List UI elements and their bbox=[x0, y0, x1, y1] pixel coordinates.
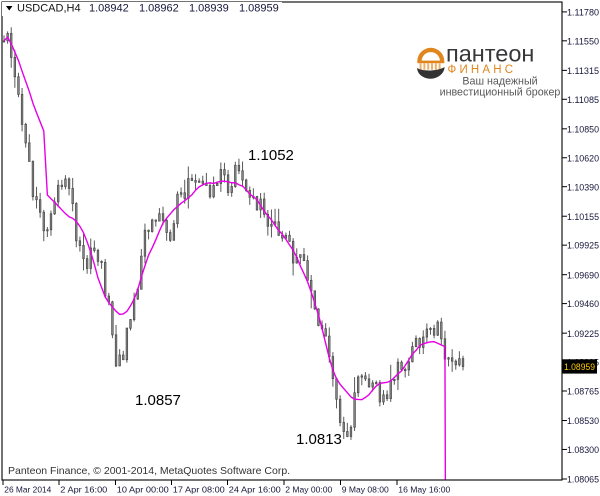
svg-text:1.08962: 1.08962 bbox=[139, 3, 179, 15]
svg-text:1.1052: 1.1052 bbox=[248, 147, 294, 164]
svg-text:1.11085: 1.11085 bbox=[567, 95, 599, 105]
svg-text:26 Mar 2014: 26 Mar 2014 bbox=[4, 485, 51, 495]
svg-text:24 Apr 16:00: 24 Apr 16:00 bbox=[229, 485, 281, 495]
svg-text:2 Apr 16:00: 2 Apr 16:00 bbox=[60, 485, 107, 495]
svg-text:1.08765: 1.08765 bbox=[567, 387, 599, 397]
svg-text:1.08959: 1.08959 bbox=[239, 3, 279, 15]
svg-text:1.09460: 1.09460 bbox=[567, 299, 599, 309]
svg-text:1.08959: 1.08959 bbox=[564, 362, 595, 372]
svg-text:9 May 08:00: 9 May 08:00 bbox=[342, 485, 389, 495]
svg-text:1.11315: 1.11315 bbox=[567, 66, 599, 76]
svg-text:1.09225: 1.09225 bbox=[567, 329, 599, 339]
svg-text:1.10390: 1.10390 bbox=[567, 182, 599, 192]
svg-text:1.11780: 1.11780 bbox=[567, 8, 599, 18]
svg-text:USDCAD,H4: USDCAD,H4 bbox=[17, 3, 81, 15]
svg-text:1.10850: 1.10850 bbox=[567, 124, 599, 134]
svg-text:16 May 16:00: 16 May 16:00 bbox=[398, 485, 450, 495]
svg-text:17 Apr 08:00: 17 Apr 08:00 bbox=[173, 485, 225, 495]
svg-text:1.08939: 1.08939 bbox=[189, 3, 229, 15]
svg-text:1.08530: 1.08530 bbox=[567, 416, 599, 426]
svg-text:1.08300: 1.08300 bbox=[567, 445, 599, 455]
svg-text:1.0857: 1.0857 bbox=[135, 392, 181, 409]
svg-text:1.08065: 1.08065 bbox=[567, 475, 599, 485]
svg-text:1.09690: 1.09690 bbox=[567, 270, 599, 280]
svg-text:10 Apr 00:00: 10 Apr 00:00 bbox=[117, 485, 169, 495]
svg-text:Panteon Finance, © 2001-2014,: Panteon Finance, © 2001-2014, MetaQuotes… bbox=[8, 465, 290, 477]
svg-text:1.10155: 1.10155 bbox=[567, 212, 599, 222]
svg-text:1.0813: 1.0813 bbox=[296, 431, 342, 448]
svg-text:1.09925: 1.09925 bbox=[567, 241, 599, 251]
svg-text:1.11550: 1.11550 bbox=[567, 36, 599, 46]
svg-text:1.10620: 1.10620 bbox=[567, 153, 599, 163]
svg-text:2 May 00:00: 2 May 00:00 bbox=[285, 485, 332, 495]
svg-text:1.08942: 1.08942 bbox=[89, 3, 129, 15]
